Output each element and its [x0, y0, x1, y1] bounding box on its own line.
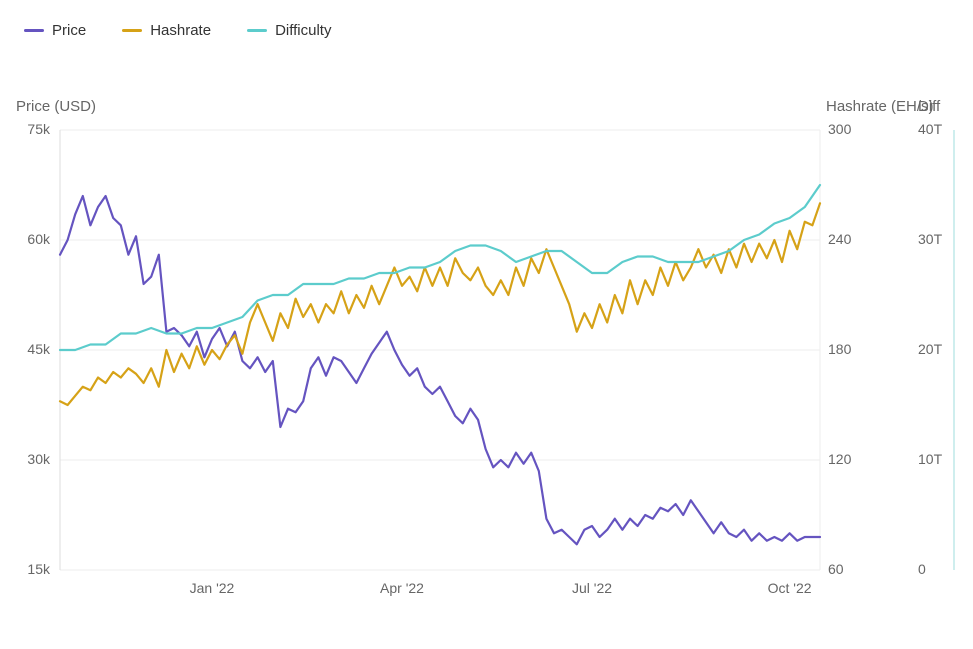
y-right2-tick: 40T	[918, 121, 942, 137]
chart-svg	[0, 0, 973, 649]
chart-container: Price Hashrate Difficulty Price (USD) Ha…	[0, 0, 973, 649]
x-tick: Apr '22	[380, 580, 424, 596]
y-left-tick: 60k	[0, 231, 50, 247]
y-right1-tick: 300	[828, 121, 851, 137]
x-tick: Jan '22	[190, 580, 235, 596]
y-right2-tick: 10T	[918, 451, 942, 467]
y-left-tick: 15k	[0, 561, 50, 577]
y-right1-tick: 180	[828, 341, 851, 357]
y-left-tick: 45k	[0, 341, 50, 357]
y-right2-tick: 20T	[918, 341, 942, 357]
y-left-tick: 30k	[0, 451, 50, 467]
y-left-tick: 75k	[0, 121, 50, 137]
y-right1-tick: 240	[828, 231, 851, 247]
y-right2-tick: 30T	[918, 231, 942, 247]
y-right2-tick: 0	[918, 561, 926, 577]
series-hashrate	[60, 203, 820, 405]
x-tick: Oct '22	[768, 580, 812, 596]
x-tick: Jul '22	[572, 580, 612, 596]
y-right1-tick: 60	[828, 561, 844, 577]
y-right1-tick: 120	[828, 451, 851, 467]
